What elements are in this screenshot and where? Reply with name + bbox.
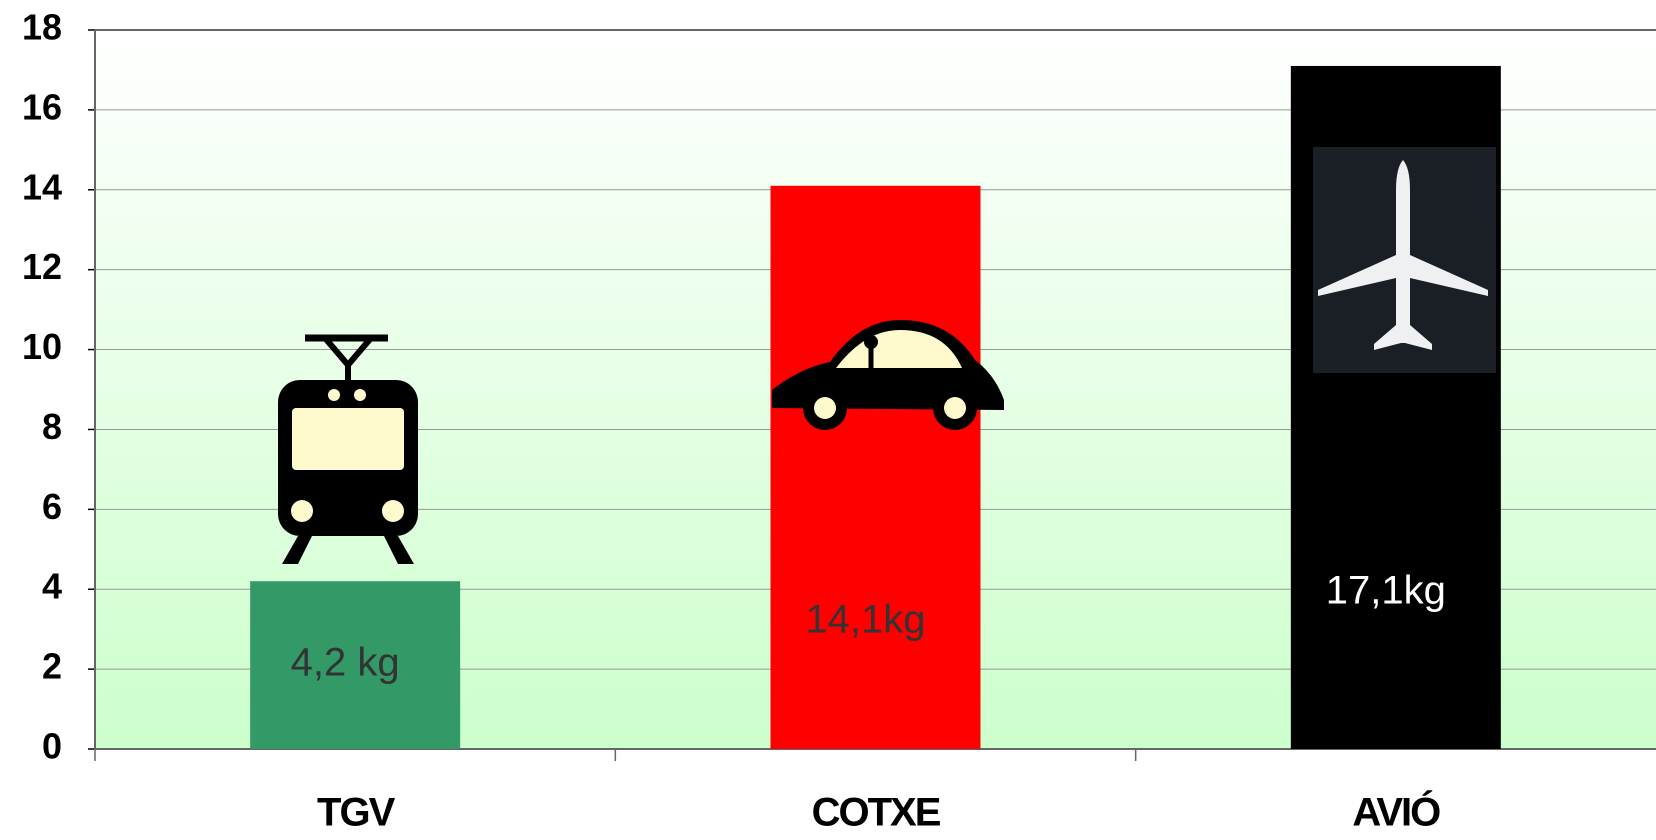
y-tick-label: 12 [22, 246, 62, 287]
y-tick-label: 6 [42, 486, 62, 527]
value-label: 4,2 kg [291, 641, 400, 685]
y-tick-label: 16 [22, 86, 62, 127]
x-tick-label: COTXE [812, 791, 941, 835]
y-tick-label: 4 [42, 566, 62, 607]
plane-icon [1313, 147, 1496, 373]
y-tick-label: 2 [42, 646, 62, 687]
y-tick-label: 0 [42, 726, 62, 767]
bar [771, 186, 981, 749]
x-tick-label: TGV [317, 791, 396, 835]
y-tick-label: 10 [22, 326, 62, 367]
y-tick-label: 14 [22, 166, 62, 207]
value-label: 14,1kg [805, 598, 925, 642]
y-tick-label: 18 [22, 7, 62, 48]
y-tick-label: 8 [42, 406, 62, 447]
x-tick-label: AVIÓ [1352, 789, 1440, 835]
chart: 0 2 4 6 8 10 12 14 16 18 TGV 4,2 kg COTXE 14,1kg AVIÓ 1… [0, 0, 1656, 840]
value-label: 17,1kg [1326, 569, 1446, 613]
